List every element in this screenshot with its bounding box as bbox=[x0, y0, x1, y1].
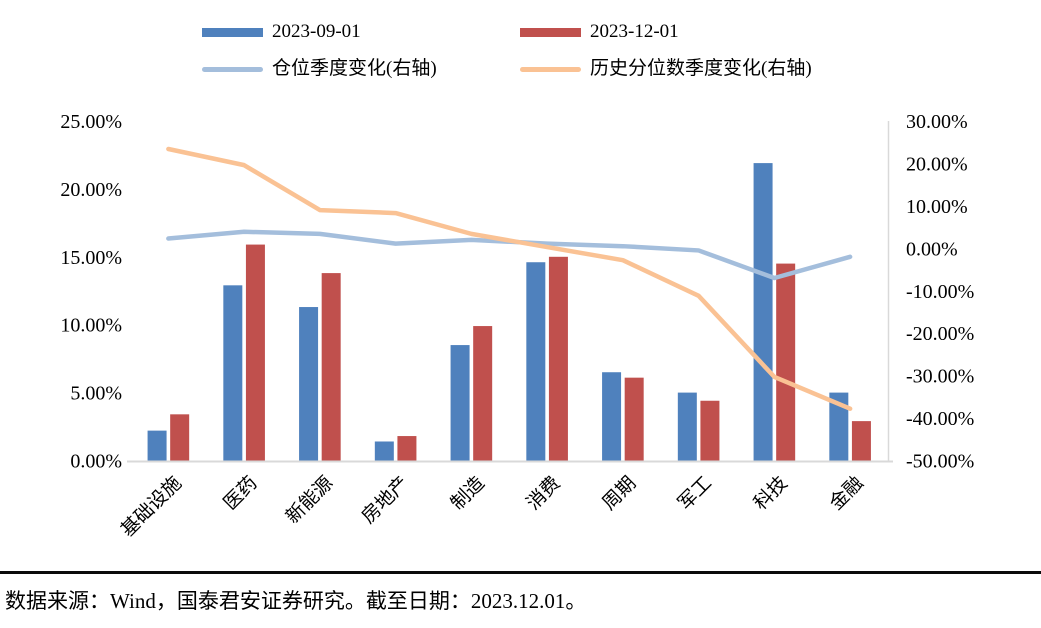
left-axis-tick-15.00%: 15.00% bbox=[60, 247, 122, 269]
x-axis-label-周期: 周期 bbox=[598, 472, 640, 514]
bar-2023-09-01-医药 bbox=[223, 285, 243, 461]
x-axis-label-金融: 金融 bbox=[825, 472, 867, 514]
legend-label-percentile-change: 历史分位数季度变化(右轴) bbox=[590, 58, 812, 79]
bar-2023-09-01-基础设施 bbox=[147, 430, 167, 461]
legend-label-2023-09-01: 2023-09-01 bbox=[272, 21, 361, 42]
bar-2023-12-01-房地产 bbox=[397, 436, 417, 461]
x-axis-label-新能源: 新能源 bbox=[282, 472, 338, 528]
right-axis-tick-0.00%: 0.00% bbox=[906, 238, 958, 260]
x-axis-label-军工: 军工 bbox=[674, 473, 716, 515]
legend-item-2023-12-01: 2023-12-01 bbox=[520, 21, 679, 43]
bar-2023-12-01-医药 bbox=[245, 244, 265, 461]
legend-item-percentile-change: 历史分位数季度变化(右轴) bbox=[520, 58, 812, 80]
right-axis-tick--50.00%: -50.00% bbox=[906, 451, 974, 473]
left-axis-tick-10.00%: 10.00% bbox=[60, 315, 122, 337]
bar-2023-09-01-科技 bbox=[753, 163, 773, 461]
legend-item-2023-09-01: 2023-09-01 bbox=[202, 21, 361, 43]
left-axis-tick-5.00%: 5.00% bbox=[70, 383, 122, 405]
legend-swatch-blue-bar bbox=[202, 27, 263, 37]
bar-2023-09-01-军工 bbox=[677, 392, 697, 461]
bar-2023-09-01-金融 bbox=[829, 392, 849, 461]
legend-item-position-change: 仓位季度变化(右轴) bbox=[202, 58, 437, 80]
right-axis-tick-10.00%: 10.00% bbox=[906, 196, 968, 218]
x-axis-label-基础设施: 基础设施 bbox=[117, 472, 186, 541]
left-axis-tick-20.00%: 20.00% bbox=[60, 179, 122, 201]
bar-2023-12-01-军工 bbox=[700, 400, 720, 461]
x-axis-label-房地产: 房地产 bbox=[357, 472, 413, 528]
bar-2023-09-01-房地产 bbox=[374, 441, 394, 461]
left-axis-tick-25.00%: 25.00% bbox=[60, 111, 122, 133]
bar-2023-09-01-制造 bbox=[450, 345, 470, 461]
legend-label-position-change: 仓位季度变化(右轴) bbox=[272, 58, 437, 79]
legend-swatch-orange-line bbox=[520, 66, 581, 72]
bar-2023-09-01-消费 bbox=[526, 262, 546, 461]
right-axis-tick-20.00%: 20.00% bbox=[906, 153, 968, 175]
x-axis-label-消费: 消费 bbox=[522, 472, 564, 514]
bar-2023-12-01-制造 bbox=[473, 326, 493, 461]
line-历史分位数季度变化(右轴) bbox=[166, 146, 853, 411]
legend-label-2023-12-01: 2023-12-01 bbox=[590, 21, 679, 42]
x-axis-label-科技: 科技 bbox=[749, 472, 791, 514]
bar-2023-12-01-新能源 bbox=[321, 273, 341, 461]
right-axis-tick--40.00%: -40.00% bbox=[906, 408, 974, 430]
bar-2023-12-01-消费 bbox=[548, 256, 568, 461]
right-axis-tick-30.00%: 30.00% bbox=[906, 111, 968, 133]
bar-2023-09-01-新能源 bbox=[299, 307, 319, 461]
x-axis-label-制造: 制造 bbox=[446, 472, 488, 514]
x-axis-label-医药: 医药 bbox=[219, 472, 261, 514]
bar-2023-09-01-周期 bbox=[602, 372, 622, 461]
source-text: 数据来源：Wind，国泰君安证券研究。截至日期：2023.12.01。 bbox=[5, 589, 587, 613]
bar-2023-12-01-科技 bbox=[776, 263, 796, 461]
right-axis-tick--20.00%: -20.00% bbox=[906, 323, 974, 345]
legend-swatch-lightblue-line bbox=[202, 66, 263, 72]
left-axis-tick-0.00%: 0.00% bbox=[70, 451, 122, 473]
source-note: 数据来源：Wind，国泰君安证券研究。截至日期：2023.12.01。 bbox=[0, 571, 1041, 615]
bar-2023-12-01-金融 bbox=[851, 421, 871, 461]
bar-2023-12-01-周期 bbox=[624, 377, 644, 461]
right-axis-tick--10.00%: -10.00% bbox=[906, 281, 974, 303]
combo-chart-plot: 0.00% 5.00% 10.00% 15.00% 20.00% 25.00% -50.00… bbox=[60, 111, 974, 541]
right-axis-tick--30.00%: -30.00% bbox=[906, 366, 974, 388]
legend-swatch-red-bar bbox=[520, 27, 581, 37]
bar-2023-12-01-基础设施 bbox=[170, 414, 190, 461]
